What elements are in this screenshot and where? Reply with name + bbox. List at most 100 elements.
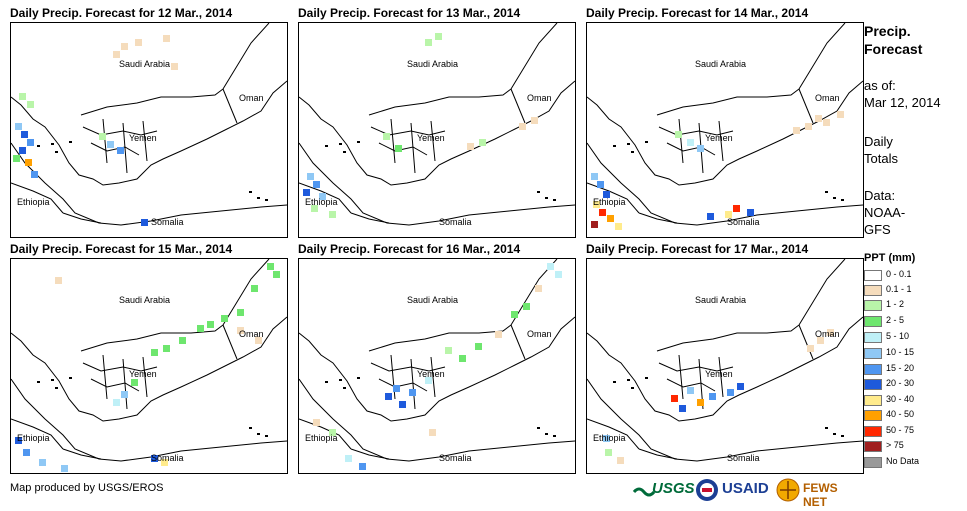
legend-item: 1 - 2 [864,298,964,312]
panel-title: Daily Precip. Forecast for 12 Mar., 2014 [10,6,232,20]
panel-title: Daily Precip. Forecast for 17 Mar., 2014 [586,242,808,256]
legend-label: 2 - 5 [886,315,904,325]
precip-map: Saudi Arabia Oman Yemen Ethiopia Somalia [586,22,864,238]
legend-label: 5 - 10 [886,331,909,341]
precip-cell [383,133,390,140]
forecast-panel-14-mar: Daily Precip. Forecast for 14 Mar., 2014… [586,6,864,243]
sidebar-title-line1: Precip. [864,22,911,40]
precip-cell [687,387,694,394]
precip-cell [709,393,716,400]
precip-cell [671,395,678,402]
legend-label: No Data [886,456,919,466]
label-ethiopia: Ethiopia [305,433,338,443]
precip-cells [299,259,575,473]
precip-cell [459,355,466,362]
label-ethiopia: Ethiopia [17,197,50,207]
precip-cell [737,383,744,390]
asof-label: as of: [864,78,896,94]
legend-label: 0 - 0.1 [886,269,912,279]
label-yemen: Yemen [705,133,733,143]
precip-cell [445,347,452,354]
precip-cell [39,459,46,466]
precip-cell [141,219,148,226]
precip-cell [207,321,214,328]
precip-cell [197,325,204,332]
usaid-text: USAID [722,480,769,497]
precip-cell [359,463,366,470]
map-credit: Map produced by USGS/EROS [10,482,163,494]
precip-cell [395,145,402,152]
precip-cell [409,389,416,396]
precip-cell [221,315,228,322]
precip-map: Saudi Arabia Oman Yemen Ethiopia Somalia [298,22,576,238]
legend-title: PPT (mm) [864,252,915,264]
legend-item: 50 - 75 [864,424,964,438]
legend-label: 20 - 30 [886,378,914,388]
label-ethiopia: Ethiopia [593,433,626,443]
precip-cell [747,209,754,216]
precip-cell [707,213,714,220]
label-somalia: Somalia [151,453,184,463]
precip-cell [531,117,538,124]
legend-swatch [864,300,882,311]
precip-cell [99,133,106,140]
usgs-text: USGS [652,480,695,497]
legend-swatch [864,395,882,406]
legend-item: 0.1 - 1 [864,283,964,297]
precip-cell [697,145,704,152]
precip-cell [617,457,624,464]
forecast-panel-16-mar: Daily Precip. Forecast for 16 Mar., 2014… [298,242,576,479]
label-yemen: Yemen [705,369,733,379]
daily-line2: Totals [864,151,898,167]
precip-cell [425,39,432,46]
label-somalia: Somalia [727,453,760,463]
precip-cell [697,399,704,406]
legend-item: 0 - 0.1 [864,268,964,282]
fews-text: FEWS NET [803,481,838,509]
precip-cell [615,223,622,230]
legend-item: 10 - 15 [864,346,964,360]
precip-cell [171,63,178,70]
usaid-seal-icon [695,478,719,502]
precip-cell [591,221,598,228]
legend-swatch [864,379,882,390]
precip-cell [313,181,320,188]
legend-swatch [864,457,882,468]
label-ethiopia: Ethiopia [593,197,626,207]
legend-item: 20 - 30 [864,377,964,391]
precip-cell [511,311,518,318]
label-somalia: Somalia [439,217,472,227]
precip-cell [547,263,554,270]
precip-map: Saudi Arabia Oman Yemen Ethiopia Somalia [10,258,288,474]
legend-item: 5 - 10 [864,330,964,344]
precip-cell [21,131,28,138]
precip-cell [399,401,406,408]
precip-cells [587,259,863,473]
data-label: Data: [864,188,895,204]
precip-cell [19,147,26,154]
precip-cell [687,139,694,146]
legend-item: 2 - 5 [864,314,964,328]
precip-cell [273,271,280,278]
precip-cell [805,123,812,130]
precip-cell [837,111,844,118]
precip-cell [27,139,34,146]
forecast-panel-12-mar: Daily Precip. Forecast for 12 Mar., 2014… [10,6,288,243]
forecast-panel-15-mar: Daily Precip. Forecast for 15 Mar., 2014… [10,242,288,479]
panel-title: Daily Precip. Forecast for 16 Mar., 2014 [298,242,520,256]
legend-swatch [864,441,882,452]
label-ethiopia: Ethiopia [17,433,50,443]
precip-cell [807,345,814,352]
precip-cell [815,115,822,122]
fews-globe-icon [776,478,800,502]
precip-cells [299,23,575,237]
panel-title: Daily Precip. Forecast for 14 Mar., 2014 [586,6,808,20]
precip-cell [113,399,120,406]
precip-cells [587,23,863,237]
legend-label: 50 - 75 [886,425,914,435]
label-somalia: Somalia [439,453,472,463]
data-line2: GFS [864,222,891,238]
precip-cell [555,271,562,278]
legend-label: 30 - 40 [886,394,914,404]
precip-cell [393,385,400,392]
